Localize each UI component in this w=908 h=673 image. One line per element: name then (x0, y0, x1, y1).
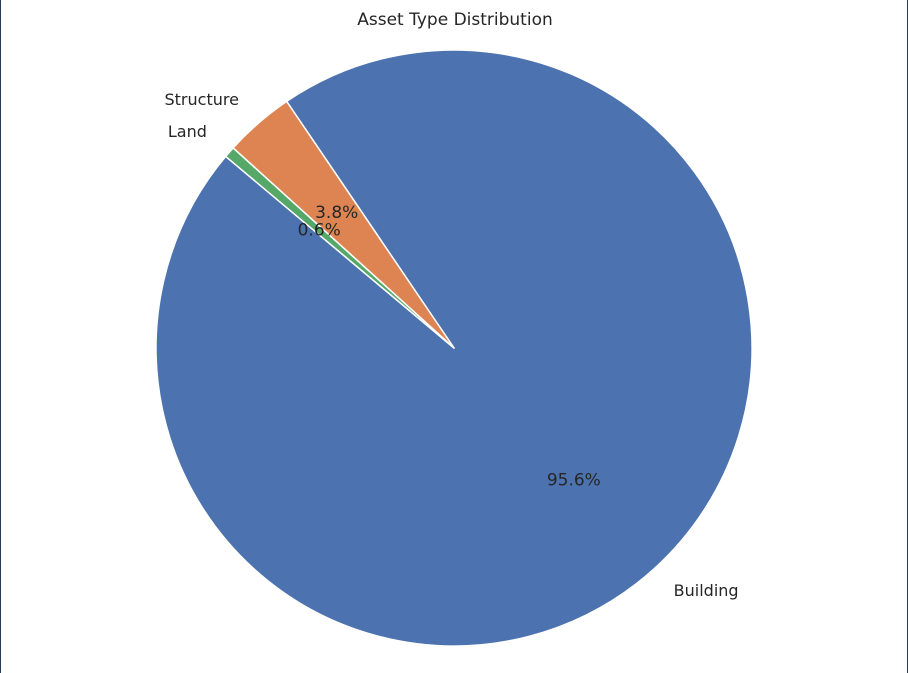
category-label-structure: Structure (165, 90, 239, 109)
pie-slice-land (224, 147, 455, 349)
pct-label-land: 0.6% (298, 221, 341, 241)
pie-slices (155, 49, 753, 647)
category-label-building: Building (674, 581, 739, 600)
category-label-land: Land (168, 122, 207, 141)
chart-title: Asset Type Distribution (357, 10, 553, 30)
pct-label-structure: 3.8% (315, 203, 358, 223)
pct-label-building: 95.6% (547, 471, 601, 491)
pie-labels: Building 95.6% Structure 3.8% Land 0.6% (165, 90, 739, 600)
